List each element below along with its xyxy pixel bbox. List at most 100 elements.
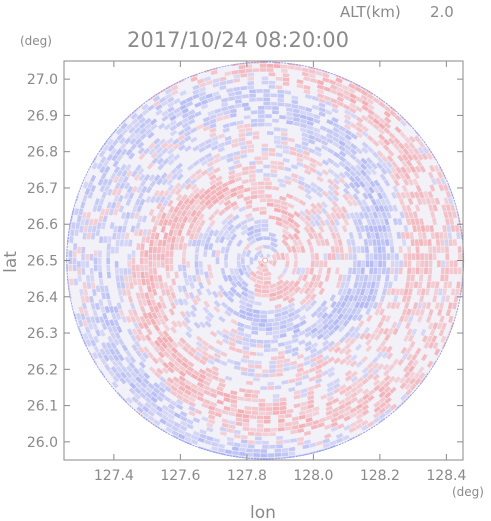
range-gate-cell [228, 420, 236, 425]
range-gate-cell [129, 302, 136, 310]
range-gate-cell [204, 198, 212, 207]
range-gate-cell [249, 161, 256, 166]
range-gate-cell [331, 103, 339, 109]
range-gate-cell [124, 376, 132, 385]
range-gate-cell [343, 89, 351, 96]
range-gate-cell [261, 152, 269, 156]
range-gate-cell [381, 191, 388, 200]
range-gate-cell [106, 201, 112, 209]
range-gate-cell [315, 190, 324, 198]
range-gate-cell [247, 372, 255, 377]
range-gate-cell [350, 391, 358, 399]
range-gate-cell [348, 253, 353, 260]
range-gate-cell [361, 260, 366, 268]
range-gate-cell [258, 407, 266, 411]
range-gate-cell [287, 307, 296, 314]
x-unit-label: (deg) [452, 485, 484, 499]
range-gate-cell [397, 218, 403, 226]
range-gate-cell [320, 394, 328, 400]
range-gate-cell [304, 340, 312, 348]
range-gate-cell [355, 437, 363, 444]
range-gate-cell [148, 174, 156, 182]
range-gate-cell [272, 410, 280, 415]
range-gate-cell [235, 413, 243, 418]
range-gate-cell [383, 374, 391, 382]
range-gate-cell [114, 246, 119, 254]
range-gate-cell [440, 267, 445, 275]
range-gate-cell [159, 281, 165, 290]
range-gate-cell [290, 360, 298, 366]
range-gate-cell [297, 441, 305, 446]
range-gate-cell [353, 180, 361, 189]
range-gate-cell [205, 225, 212, 234]
range-gate-cell [360, 89, 369, 97]
range-gate-cell [416, 224, 422, 232]
range-gate-cell [293, 260, 298, 268]
range-gate-cell [171, 425, 179, 432]
range-gate-cell [233, 365, 241, 371]
range-gate-cell [314, 146, 322, 153]
range-gate-cell [378, 385, 386, 393]
range-gate-cell [176, 320, 183, 328]
range-gate-cell [343, 123, 352, 131]
range-gate-cell [218, 447, 226, 453]
range-gate-cell [99, 348, 106, 356]
range-gate-cell [340, 281, 346, 289]
range-gate-cell [251, 326, 259, 331]
range-gate-cell [276, 435, 283, 440]
range-gate-cell [211, 441, 219, 447]
range-gate-cell [302, 150, 311, 156]
range-gate-cell [366, 135, 375, 142]
range-gate-cell [196, 123, 204, 130]
range-gate-cell [284, 344, 293, 350]
range-gate-cell [401, 160, 408, 168]
range-gate-cell [380, 198, 387, 206]
range-gate-cell [244, 393, 252, 398]
range-gate-cell [411, 267, 416, 275]
range-gate-cell [88, 322, 94, 330]
range-gate-cell [117, 194, 124, 203]
range-gate-cell [204, 320, 212, 328]
range-gate-cell [215, 257, 220, 265]
range-gate-cell [147, 415, 155, 422]
range-gate-cell [293, 286, 301, 294]
range-gate-cell [117, 225, 123, 233]
range-gate-cell [258, 398, 266, 403]
range-gate-cell [156, 157, 164, 165]
range-gate-cell [240, 219, 248, 226]
range-gate-cell [145, 195, 152, 204]
range-gate-cell [398, 315, 405, 323]
range-gate-cell [223, 405, 231, 411]
range-gate-cell [383, 231, 389, 239]
range-gate-cell [369, 332, 377, 341]
range-gate-cell [206, 170, 215, 178]
range-gate-cell [276, 372, 284, 377]
range-gate-cell [284, 252, 290, 260]
range-gate-cell [294, 66, 302, 71]
range-gate-cell [245, 307, 253, 313]
range-gate-cell [136, 205, 143, 213]
range-gate-cell [146, 285, 152, 293]
range-gate-cell [400, 346, 408, 355]
range-gate-cell [239, 388, 246, 393]
range-gate-cell [317, 232, 324, 240]
range-gate-cell [332, 225, 339, 233]
range-gate-cell [361, 366, 369, 374]
range-gate-cell [216, 112, 224, 118]
range-gate-cell [209, 132, 217, 138]
range-gate-cell [383, 204, 390, 213]
range-gate-cell [93, 257, 98, 265]
x-tick-label: 127.6 [160, 468, 200, 484]
range-gate-cell [295, 376, 303, 382]
range-gate-cell [89, 268, 94, 275]
range-gate-cell [214, 95, 222, 101]
range-gate-cell [179, 310, 187, 319]
range-gate-cell [266, 68, 274, 72]
range-gate-cell [425, 288, 430, 296]
range-gate-cell [307, 232, 315, 240]
range-gate-cell [348, 83, 356, 90]
range-gate-cell [294, 143, 302, 149]
range-gate-cell [350, 238, 356, 246]
range-gate-cell [162, 199, 169, 207]
range-gate-cell [175, 111, 183, 118]
